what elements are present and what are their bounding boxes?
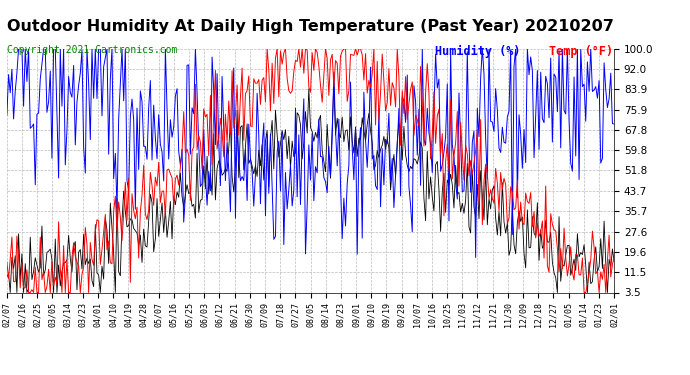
Text: Copyright 2021 Cartronics.com: Copyright 2021 Cartronics.com	[7, 45, 177, 55]
Text: Humidity (%): Humidity (%)	[435, 45, 520, 58]
Text: Temp (°F): Temp (°F)	[549, 45, 613, 58]
Text: Outdoor Humidity At Daily High Temperature (Past Year) 20210207: Outdoor Humidity At Daily High Temperatu…	[7, 19, 614, 34]
